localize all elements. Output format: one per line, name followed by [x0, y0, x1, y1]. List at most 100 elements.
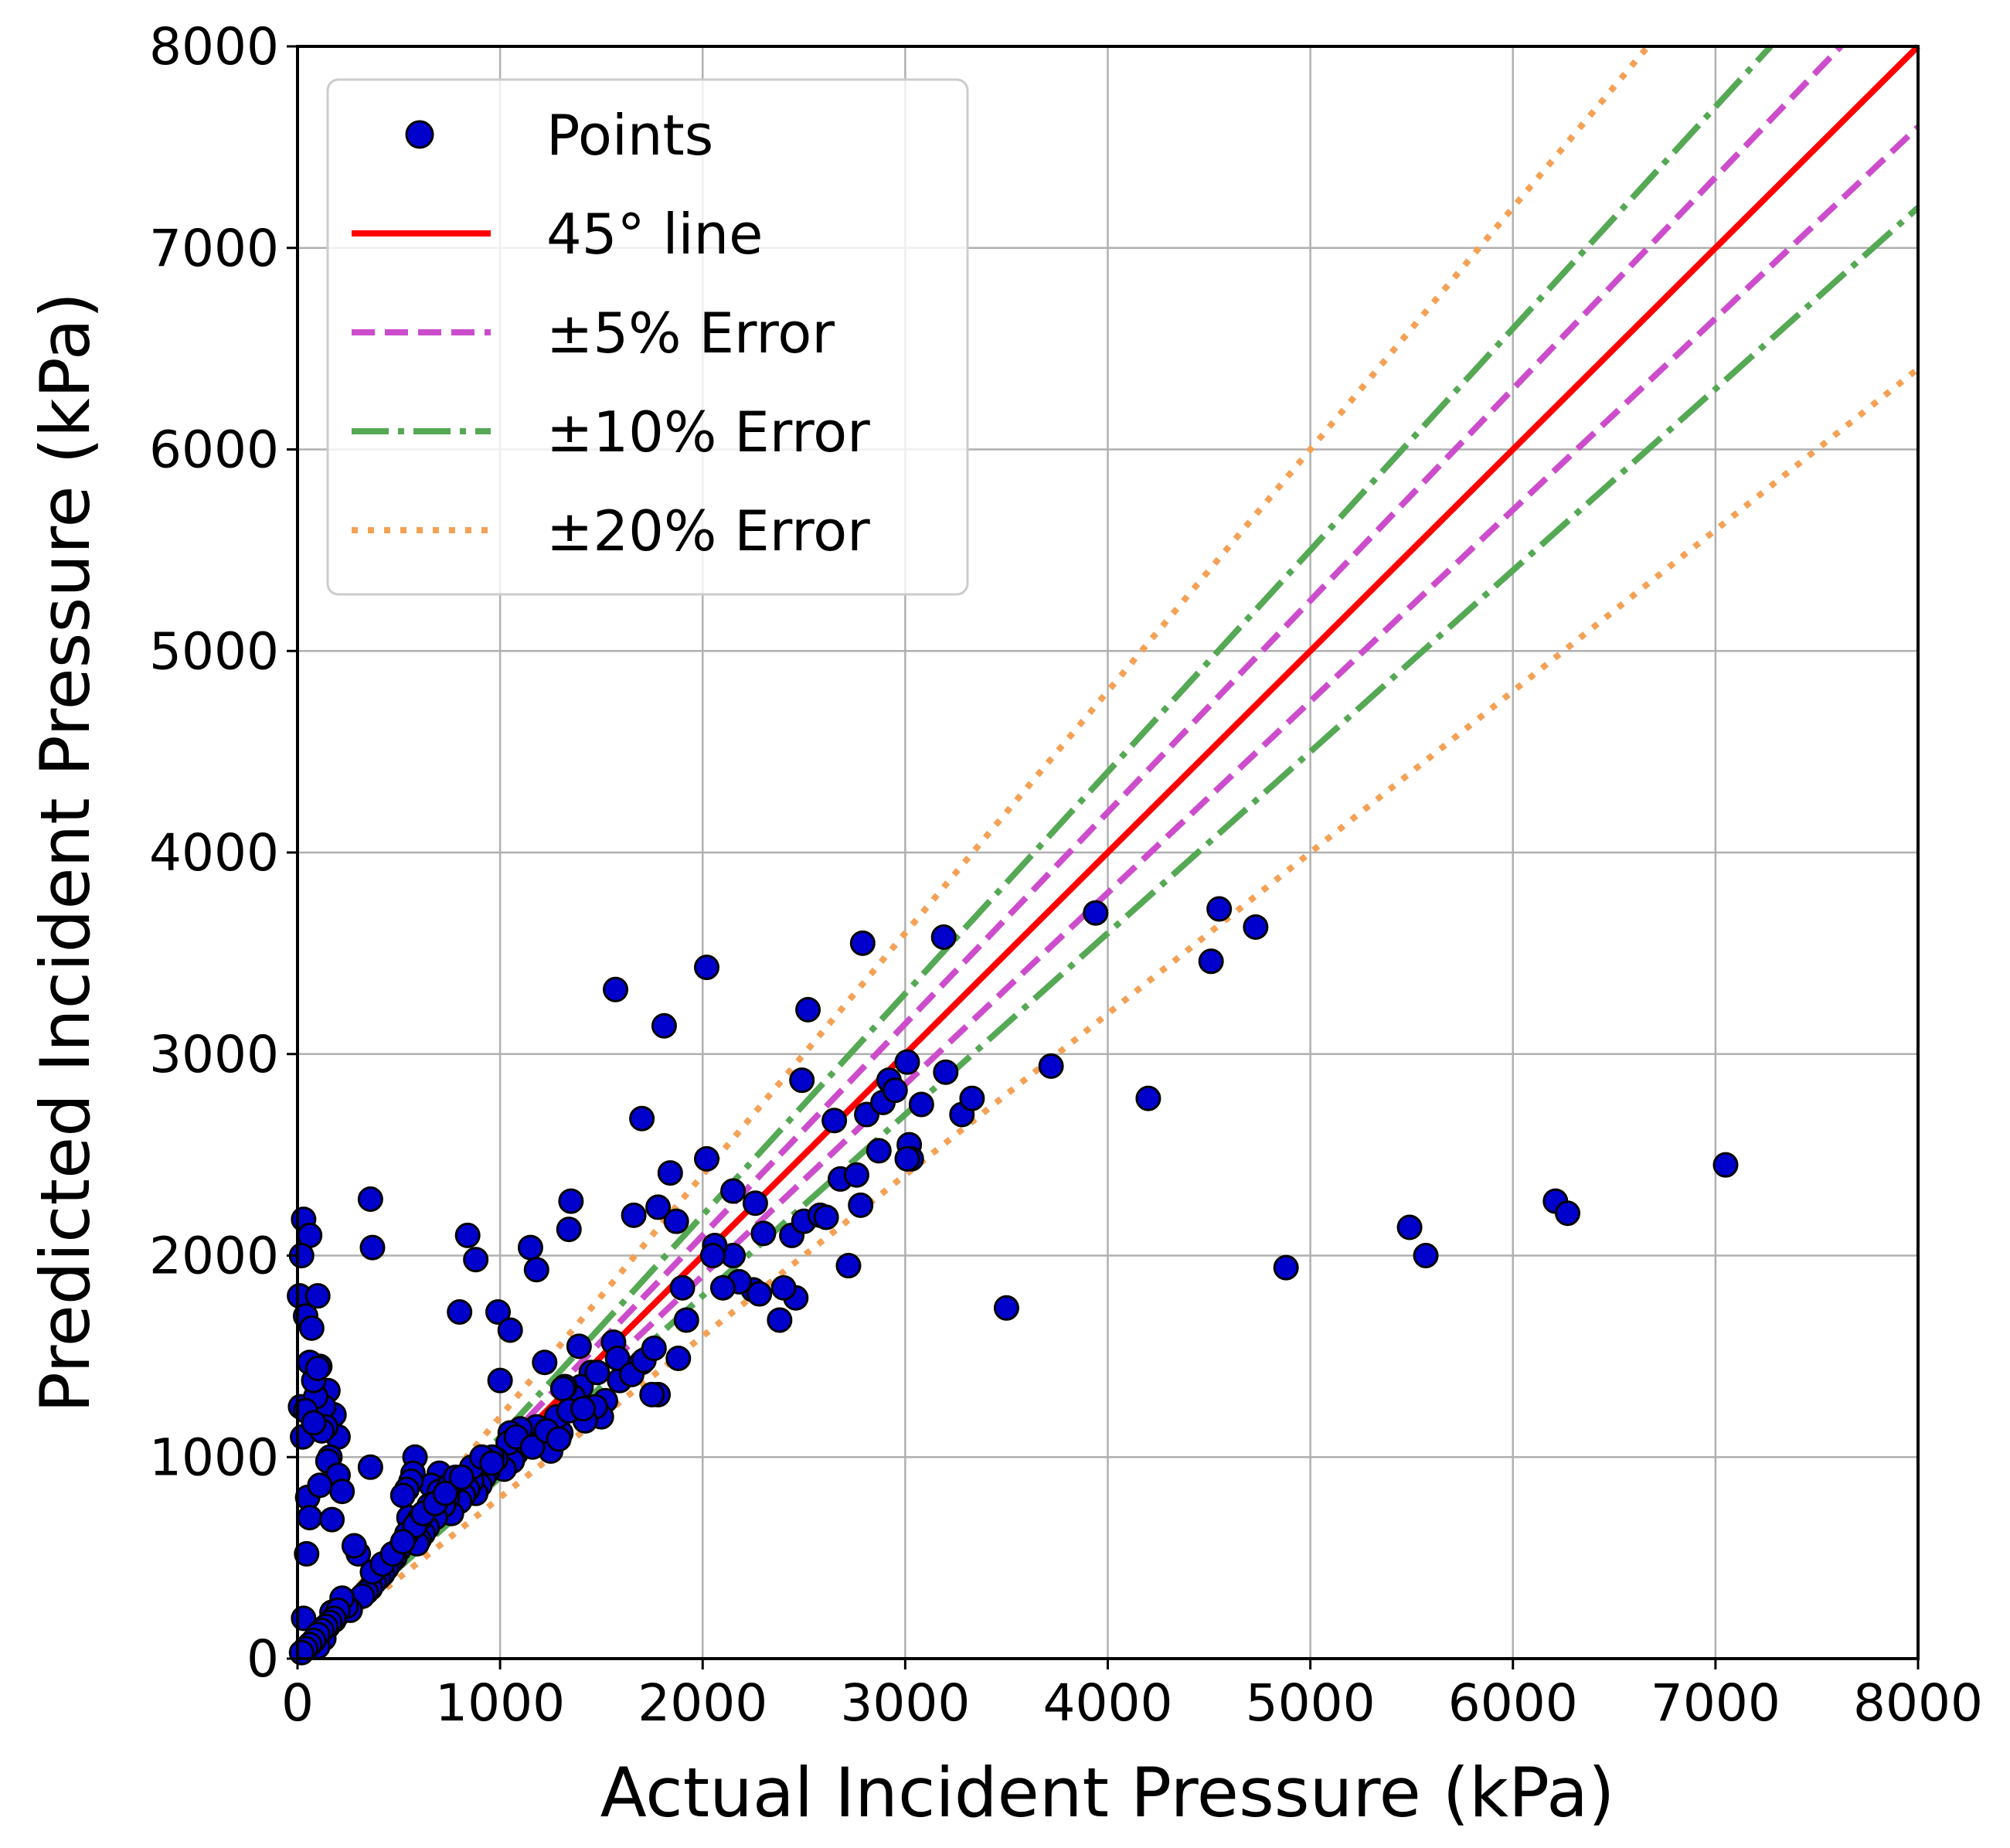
data-point — [709, 1275, 736, 1301]
data-point — [448, 1464, 474, 1490]
data-point — [517, 1234, 543, 1261]
data-point — [742, 1190, 768, 1217]
data-point — [357, 1454, 383, 1480]
legend-label: Points — [546, 103, 713, 168]
data-point — [341, 1533, 367, 1559]
data-point — [604, 1345, 631, 1371]
data-point — [584, 1360, 610, 1386]
data-point — [519, 1434, 546, 1460]
data-point — [447, 1299, 473, 1326]
data-point — [1712, 1152, 1739, 1178]
data-point — [301, 1410, 327, 1436]
data-point — [1413, 1243, 1439, 1268]
y-tick-label: 8000 — [149, 17, 279, 77]
data-point — [959, 1085, 985, 1111]
data-point — [566, 1333, 592, 1360]
data-point — [639, 1381, 665, 1407]
data-point — [304, 1283, 331, 1309]
y-tick-label: 5000 — [149, 621, 279, 681]
data-point — [558, 1188, 584, 1214]
data-point — [389, 1529, 416, 1555]
legend-label: ±5% Error — [546, 301, 835, 366]
data-point — [770, 1275, 797, 1301]
data-point — [570, 1396, 597, 1422]
y-tick-label: 4000 — [149, 823, 279, 883]
data-point — [523, 1257, 549, 1283]
x-tick-label: 7000 — [1651, 1673, 1780, 1733]
data-point — [657, 1160, 683, 1186]
data-point — [720, 1178, 747, 1204]
data-point — [699, 1243, 726, 1268]
data-point — [307, 1472, 333, 1499]
data-point — [908, 1091, 934, 1118]
data-point — [813, 1204, 839, 1230]
data-point — [1198, 948, 1224, 975]
x-tick-label: 6000 — [1448, 1673, 1578, 1733]
data-point — [1243, 914, 1269, 940]
data-point — [933, 1059, 959, 1085]
data-point — [866, 1138, 892, 1164]
data-point — [288, 1639, 315, 1666]
data-point — [298, 1315, 325, 1341]
data-point — [821, 1108, 848, 1134]
data-point — [673, 1307, 699, 1333]
data-point — [882, 1077, 908, 1104]
data-point — [454, 1222, 481, 1248]
y-tick-label: 6000 — [149, 420, 279, 480]
y-tick-label: 3000 — [149, 1025, 279, 1084]
data-point — [930, 924, 957, 951]
y-axis-ticks: 0 1000 2000 3000 4000 5000 6000 7000 8000 — [149, 17, 298, 1689]
data-point — [651, 1012, 677, 1039]
data-point — [629, 1105, 655, 1132]
x-axis-title: Actual Incident Pressure (kPa) — [600, 1753, 1615, 1833]
x-tick-label: 0 — [281, 1673, 314, 1733]
data-point — [485, 1299, 512, 1326]
data-point — [389, 1482, 416, 1509]
data-point — [463, 1247, 489, 1273]
data-point — [993, 1295, 1019, 1321]
data-point — [1038, 1053, 1064, 1079]
y-tick-label: 7000 — [149, 219, 279, 278]
data-point — [329, 1479, 355, 1505]
data-point — [319, 1506, 345, 1533]
data-point — [1555, 1200, 1581, 1227]
data-point — [1135, 1085, 1161, 1111]
data-point — [1206, 896, 1233, 922]
data-point — [848, 1192, 874, 1218]
y-axis-title: Predicted Incident Pressure (kPa) — [26, 292, 105, 1413]
data-point — [487, 1367, 513, 1394]
data-point — [665, 1345, 692, 1371]
y-tick-label: 1000 — [149, 1428, 279, 1487]
legend-box — [326, 78, 969, 596]
data-point — [789, 1067, 815, 1094]
data-point — [645, 1194, 672, 1220]
data-point — [549, 1376, 576, 1402]
data-point — [894, 1049, 920, 1075]
x-tick-label: 1000 — [435, 1673, 565, 1733]
x-tick-label: 3000 — [840, 1673, 970, 1733]
y-tick-label: 2000 — [149, 1227, 279, 1286]
data-point — [849, 930, 876, 956]
error-line-lower — [295, 205, 1920, 1661]
x-tick-label: 8000 — [1853, 1673, 1983, 1733]
data-point — [669, 1275, 696, 1301]
data-point — [297, 1504, 323, 1530]
data-point — [693, 955, 719, 981]
data-point — [432, 1480, 458, 1506]
data-point — [603, 976, 629, 1002]
data-point — [693, 1145, 719, 1172]
data-point — [294, 1540, 320, 1567]
data-point — [641, 1335, 667, 1361]
error-line-upper — [295, 44, 1774, 1661]
x-tick-label: 5000 — [1246, 1673, 1376, 1733]
data-point — [894, 1145, 920, 1172]
y-tick-label: 0 — [247, 1629, 279, 1689]
legend-marker-points — [405, 120, 434, 149]
data-point — [556, 1217, 582, 1243]
data-point — [479, 1450, 505, 1476]
x-tick-label: 4000 — [1043, 1673, 1173, 1733]
data-point — [663, 1208, 689, 1234]
data-point — [835, 1253, 862, 1279]
x-tick-label: 2000 — [638, 1673, 767, 1733]
